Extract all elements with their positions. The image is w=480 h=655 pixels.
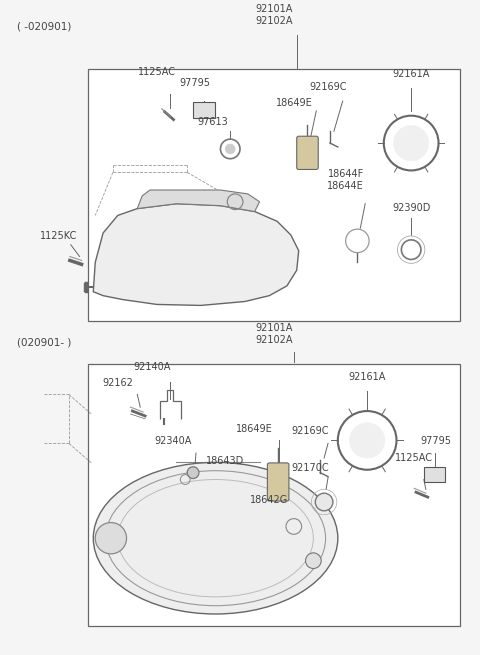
Text: 92170C: 92170C (292, 462, 329, 473)
Text: ( -020901): ( -020901) (17, 22, 72, 31)
Circle shape (315, 493, 333, 511)
Bar (88, 69, 460, 321)
Text: 18649E: 18649E (276, 98, 313, 108)
Circle shape (187, 467, 199, 479)
Text: 92161A: 92161A (348, 371, 386, 382)
Polygon shape (93, 204, 299, 305)
Ellipse shape (93, 462, 338, 614)
Polygon shape (137, 190, 260, 212)
Text: 92140A: 92140A (133, 362, 171, 372)
Text: 18649E: 18649E (236, 424, 273, 434)
Text: 92340A: 92340A (155, 436, 192, 446)
FancyBboxPatch shape (267, 463, 289, 501)
Text: 92169C: 92169C (292, 426, 329, 436)
Circle shape (394, 126, 429, 160)
Bar (193, 102, 215, 118)
Circle shape (349, 422, 385, 458)
Text: 18643D: 18643D (206, 456, 244, 466)
Circle shape (306, 553, 321, 569)
Text: 1125AC: 1125AC (395, 453, 433, 463)
Text: 97795: 97795 (420, 436, 451, 446)
Text: 92161A: 92161A (393, 69, 430, 79)
Text: 18642G: 18642G (250, 495, 288, 505)
Text: 1125AC: 1125AC (138, 67, 176, 77)
Bar (424, 467, 445, 483)
FancyBboxPatch shape (297, 136, 318, 170)
Text: 18644F
18644E: 18644F 18644E (327, 170, 364, 191)
Text: 97795: 97795 (180, 79, 211, 88)
Text: 92162: 92162 (102, 377, 133, 388)
Text: 97613: 97613 (197, 117, 228, 128)
Text: 92390D: 92390D (392, 204, 431, 214)
Text: 92101A
92102A: 92101A 92102A (255, 323, 293, 345)
Circle shape (225, 144, 235, 154)
Bar (88, 364, 460, 626)
Text: 92101A
92102A: 92101A 92102A (255, 4, 293, 26)
Text: 1125KC: 1125KC (40, 231, 78, 241)
Circle shape (95, 523, 127, 554)
Text: 92169C: 92169C (309, 82, 347, 92)
Text: (020901- ): (020901- ) (17, 337, 72, 348)
